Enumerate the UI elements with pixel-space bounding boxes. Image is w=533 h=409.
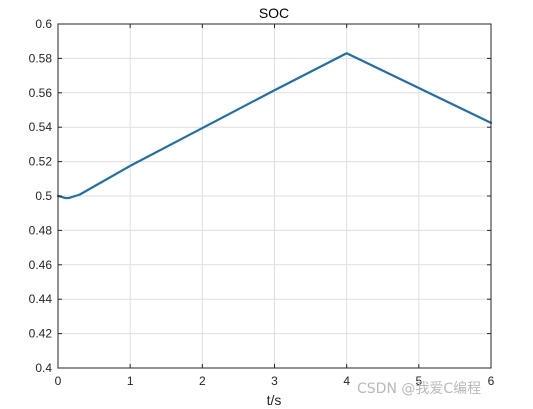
- y-tick-label: 0.6: [35, 17, 52, 31]
- watermark: CSDN @我爱C编程: [357, 381, 481, 397]
- series-group: [56, 52, 493, 200]
- y-tick-label: 0.52: [29, 155, 53, 169]
- x-tick-labels: 0 1 2 3 4 5 6: [55, 374, 495, 388]
- y-tick-label: 0.46: [29, 258, 53, 272]
- tick-marks: [57, 23, 492, 369]
- x-tick-label: 3: [271, 374, 278, 388]
- y-tick-label: 0.44: [29, 292, 53, 306]
- y-tick-label: 0.54: [29, 120, 53, 134]
- x-tick-label: 1: [127, 374, 134, 388]
- y-tick-label: 0.48: [29, 223, 53, 237]
- y-tick-label: 0.5: [35, 189, 52, 203]
- y-tick-label: 0.4: [35, 361, 52, 375]
- x-tick-label: 2: [199, 374, 206, 388]
- x-tick-label: 5: [415, 374, 422, 388]
- chart-title: SOC: [259, 5, 289, 21]
- x-tick-label: 6: [488, 374, 495, 388]
- series-line-0: [56, 52, 493, 200]
- x-axis-label: t/s: [267, 392, 282, 408]
- x-tick-label: 4: [343, 374, 350, 388]
- y-tick-label: 0.42: [29, 327, 53, 341]
- x-tick-label: 0: [55, 374, 62, 388]
- y-tick-labels: 0.4 0.42 0.44 0.46 0.48 0.5 0.52 0.54 0.56 0.58 0.…: [29, 17, 53, 375]
- y-tick-label: 0.56: [29, 86, 53, 100]
- y-tick-label: 0.58: [29, 51, 53, 65]
